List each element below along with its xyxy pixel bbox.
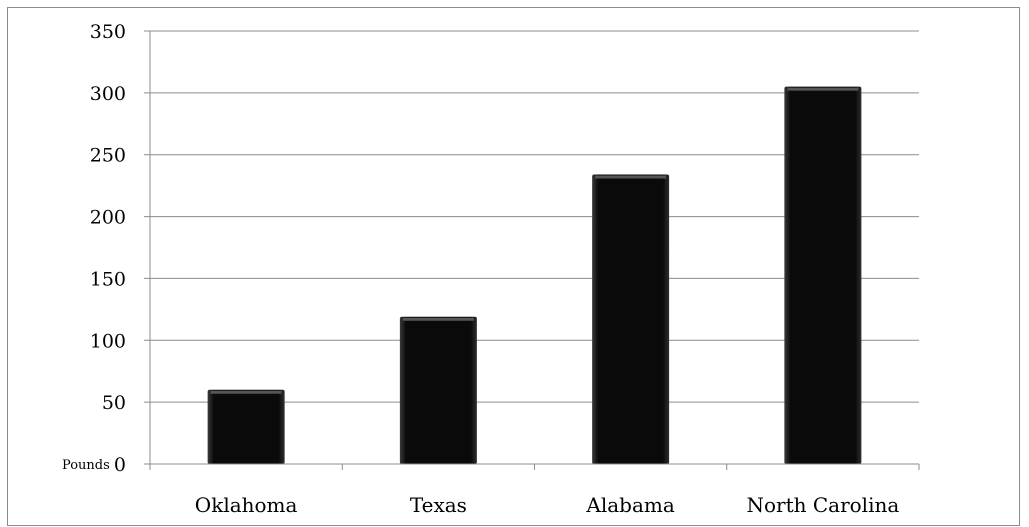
y-tick-label: 200 [90,207,126,229]
y-axis-label: Pounds [62,458,110,473]
y-tick-label: 300 [90,83,126,105]
y-tick-label: 50 [102,392,126,414]
bar-oklahoma [207,389,285,464]
x-category-label: Oklahoma [195,493,298,517]
bar-top-highlight [787,87,859,91]
y-tick-label: 100 [90,330,126,352]
x-category-label: Texas [410,493,467,517]
bar-top-highlight [402,317,474,321]
x-category-label: Alabama [585,493,674,517]
bar-alabama [592,174,670,464]
y-tick-label: 350 [90,21,126,43]
bar-texas [399,316,477,464]
y-tick-label: 250 [90,145,126,167]
y-tick-label: 0 [114,454,126,476]
bar-top-highlight [595,175,667,179]
y-axis-tick-labels: 0 50 100 150 200 250 300 350 [90,21,126,476]
x-category-label: North Carolina [746,493,899,517]
x-axis-category-labels: Oklahoma Texas Alabama North Carolina [149,464,920,517]
bar-top-highlight [210,390,282,394]
bar-north-carolina [784,86,862,465]
y-tick-label: 150 [90,268,126,290]
bars [207,86,862,465]
